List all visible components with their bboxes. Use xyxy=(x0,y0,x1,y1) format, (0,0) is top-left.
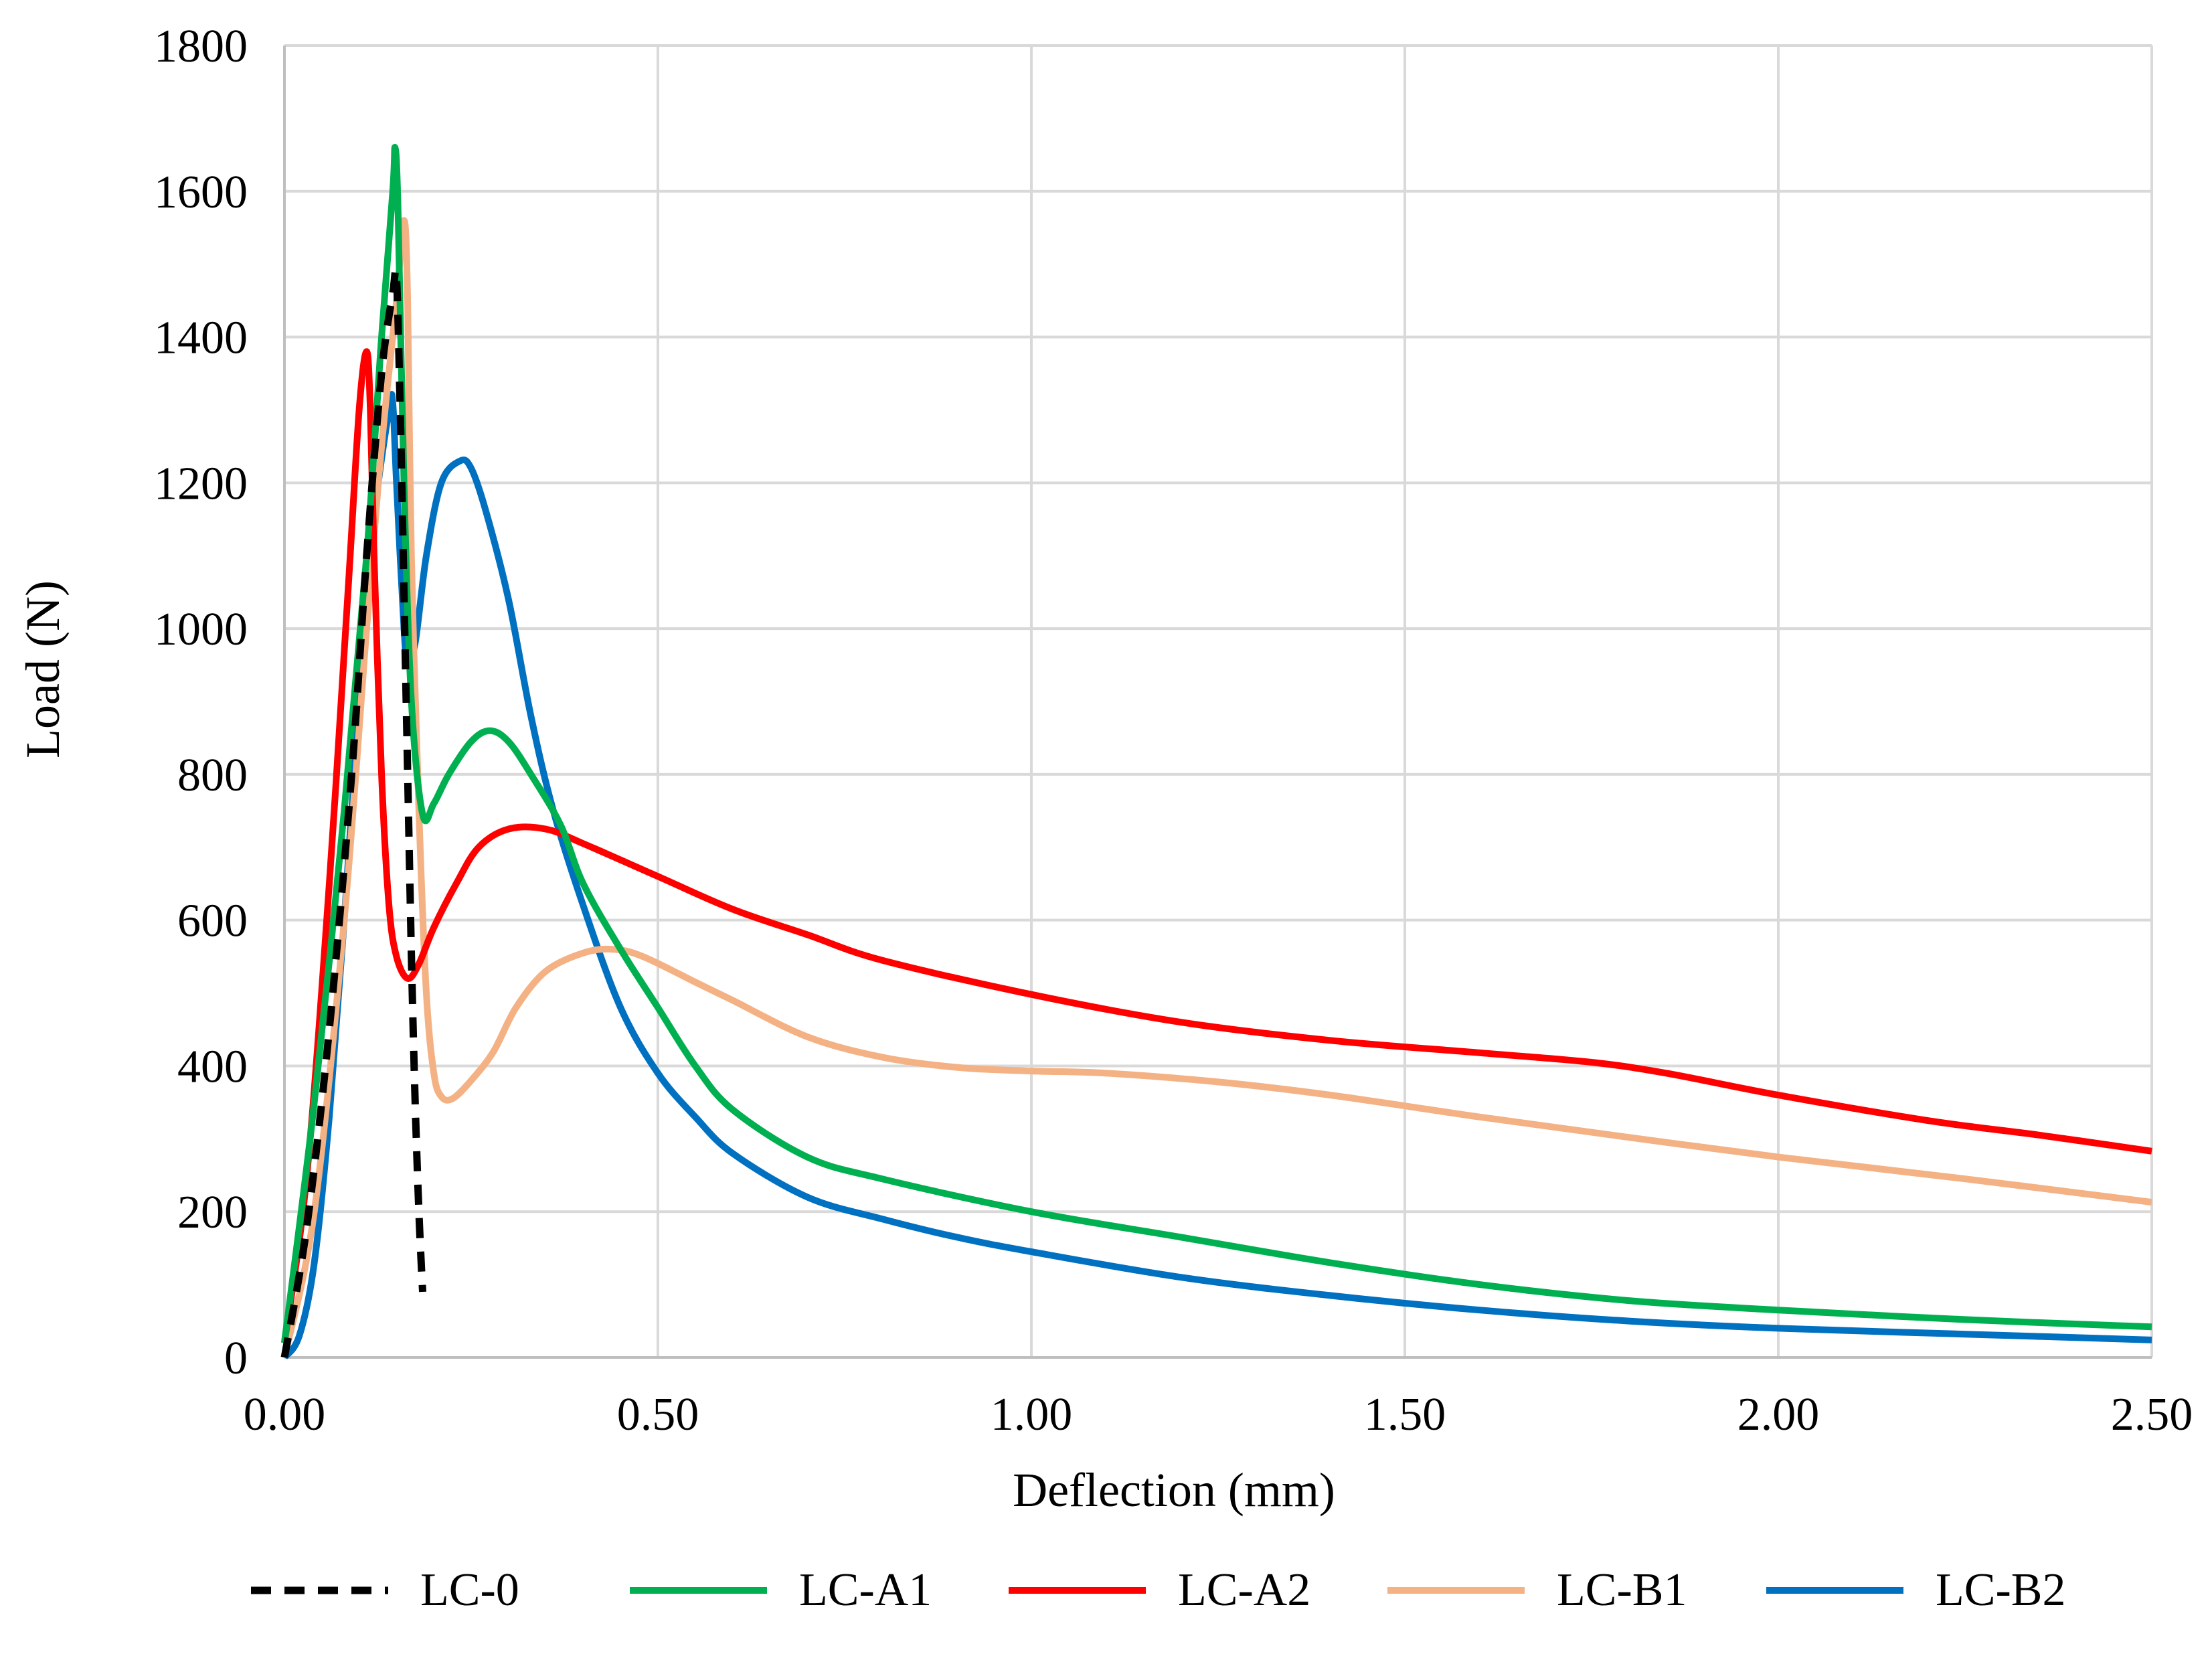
legend-label-lc-0: LC-0 xyxy=(420,1564,519,1616)
series-line-lc-b1 xyxy=(281,217,2152,1358)
y-tick-label: 0 xyxy=(224,1333,248,1384)
y-axis-title: Load (N) xyxy=(16,580,70,758)
y-tick-label: 600 xyxy=(177,896,248,947)
legend-label-lc-b1: LC-B1 xyxy=(1557,1564,1687,1616)
series-line-lc-0 xyxy=(280,266,426,1358)
x-tick-label: 2.00 xyxy=(1737,1389,1820,1440)
x-axis-title: Deflection (mm) xyxy=(1013,1463,1335,1517)
series-line-lc-a2 xyxy=(281,348,2152,1343)
y-tick-label: 400 xyxy=(177,1041,248,1092)
axes xyxy=(283,46,2152,1359)
gridlines xyxy=(284,44,2153,1357)
x-tick-label: 1.50 xyxy=(1364,1389,1446,1440)
y-tick-label: 1200 xyxy=(154,458,248,509)
y-tick-label: 1800 xyxy=(154,21,248,72)
y-tick-label: 1400 xyxy=(154,313,248,364)
y-tick-label: 200 xyxy=(177,1187,248,1238)
y-tick-label: 1600 xyxy=(154,167,248,218)
y-tick-label: 800 xyxy=(177,750,248,801)
legend: LC-0 LC-A1 LC-A2 LC-B1 LC-B2 xyxy=(251,1564,2065,1616)
x-tick-label: 2.50 xyxy=(2111,1389,2193,1440)
legend-label-lc-b2: LC-B2 xyxy=(1936,1564,2065,1616)
series-lines xyxy=(280,144,2152,1360)
legend-label-lc-a2: LC-A2 xyxy=(1178,1564,1310,1616)
x-tick-label: 0.50 xyxy=(617,1389,699,1440)
y-tick-label: 1000 xyxy=(154,604,248,655)
x-tick-label: 0.00 xyxy=(244,1389,326,1440)
legend-label-lc-a1: LC-A1 xyxy=(799,1564,932,1616)
x-tick-label: 1.00 xyxy=(991,1389,1073,1440)
tick-labels: 0 200 400 600 800 1000 1200 1400 1600 1800 0.00 0.5… xyxy=(154,21,2193,1440)
